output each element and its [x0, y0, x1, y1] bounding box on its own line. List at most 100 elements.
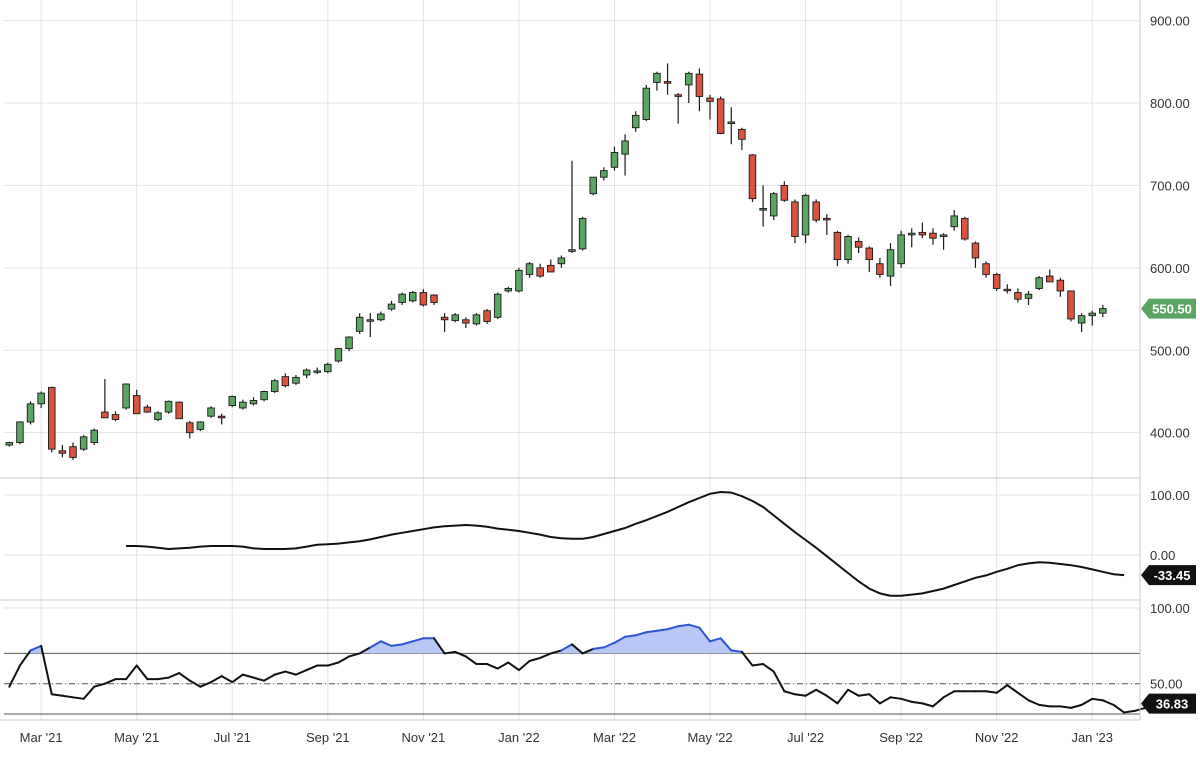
rsi-line-segment: [379, 640, 393, 647]
candle: [5, 441, 14, 447]
x-tick-label: Nov '22: [975, 730, 1019, 745]
rsi-line-segment: [337, 655, 351, 664]
rsi-line-segment: [730, 649, 743, 653]
rsi-line-segment: [825, 694, 839, 705]
rsi-line-segment: [517, 660, 531, 672]
price-last-value-badge-text: 550.50: [1152, 302, 1192, 317]
candle-body-down: [1056, 279, 1065, 292]
candle-body-up: [1088, 312, 1096, 317]
rsi-line-segment: [348, 652, 361, 658]
candle-body-down: [738, 128, 746, 140]
rsi-line-segment: [539, 652, 552, 659]
rsi-line-segment: [655, 628, 669, 632]
rsi-line-segment: [1006, 684, 1019, 694]
rsi-line-segment: [847, 688, 860, 697]
candle-body-up: [568, 249, 576, 252]
rsi-line-segment: [836, 688, 850, 705]
candle-body-up: [844, 236, 852, 261]
candle-body-up: [950, 215, 958, 228]
candle-body-up: [1035, 277, 1043, 289]
rsi-line-segment: [29, 644, 43, 652]
candle-body-up: [355, 316, 364, 332]
rsi-line-segment: [666, 625, 680, 631]
rsi-line-segment: [793, 693, 807, 697]
candle: [769, 192, 778, 221]
candle-body-up: [642, 87, 651, 120]
rsi-line-segment: [772, 670, 786, 693]
candle: [217, 413, 226, 425]
rsi-line-segment: [921, 702, 934, 708]
candle: [961, 216, 969, 241]
rsi-line-segment: [889, 696, 903, 700]
rsi-line-segment: [1123, 709, 1136, 714]
candle: [685, 71, 693, 104]
candle: [791, 199, 799, 244]
rsi-line-segment: [401, 640, 414, 646]
candle: [950, 210, 958, 231]
rsi-line-segment: [263, 673, 276, 682]
rsi-line-segment: [93, 682, 106, 688]
price-last-value-badge-shape: [1141, 298, 1196, 319]
candle-body-up: [589, 176, 597, 195]
rsi-line-segment: [549, 649, 563, 655]
candle-body-down: [971, 242, 980, 259]
rsi-line-segment: [125, 664, 138, 681]
rsi-line-segment: [528, 656, 542, 662]
candle-body-down: [111, 414, 120, 420]
candle: [504, 286, 513, 293]
rsi-line-segment: [72, 696, 85, 700]
candle: [610, 146, 619, 171]
rsi-line-segment: [624, 634, 637, 638]
x-tick-label: May '21: [114, 730, 159, 745]
candle-body-down: [483, 310, 491, 322]
candle-body-up: [26, 403, 35, 423]
candle: [727, 107, 735, 145]
candle: [631, 111, 640, 132]
candle-body-down: [143, 406, 152, 413]
candle-body-down: [706, 97, 714, 102]
candle-body-up: [334, 348, 343, 362]
candle-body-up: [377, 313, 385, 321]
candle: [536, 263, 544, 278]
x-tick-label: Jan '23: [1071, 730, 1113, 745]
candle: [1024, 290, 1033, 305]
candle-body-up: [515, 269, 523, 292]
candle-body-up: [578, 217, 587, 250]
candle-body-down: [1046, 275, 1054, 283]
candle: [409, 290, 417, 303]
price-y-tick-label: 700.00: [1150, 178, 1190, 193]
candle: [334, 347, 343, 363]
candle: [132, 389, 141, 415]
candle-body-up: [1099, 308, 1107, 314]
rsi-line-segment: [804, 688, 818, 697]
candle-body-up: [759, 208, 767, 211]
candle-body-down: [865, 247, 874, 261]
candle: [355, 313, 364, 334]
candle-body-down: [430, 294, 438, 303]
candle: [154, 411, 162, 422]
candle: [907, 228, 916, 248]
rsi-line-segment: [390, 643, 404, 647]
rsi-line-segment: [231, 673, 244, 684]
candle: [833, 230, 842, 267]
rsi-line-segment: [571, 643, 584, 655]
candle-body-up: [769, 193, 778, 217]
candle: [738, 127, 746, 150]
rsi-line-segment: [1016, 691, 1030, 702]
candle-body-down: [132, 395, 141, 415]
candle: [366, 313, 375, 338]
candle: [716, 96, 725, 135]
rsi-line-segment: [1112, 703, 1126, 714]
candle: [26, 401, 35, 425]
candle-body-down: [48, 386, 56, 450]
x-tick-label: Sep '21: [306, 730, 350, 745]
candle-body-down: [419, 292, 428, 306]
rsi-line-segment: [613, 635, 627, 644]
candle-body-up: [270, 380, 279, 392]
candle: [578, 216, 587, 251]
price-y-tick-label: 500.00: [1150, 343, 1190, 358]
candle-body-down: [69, 446, 77, 458]
candle: [260, 390, 268, 402]
candle-body-down: [791, 201, 799, 237]
rsi-line-segment: [995, 684, 1009, 694]
